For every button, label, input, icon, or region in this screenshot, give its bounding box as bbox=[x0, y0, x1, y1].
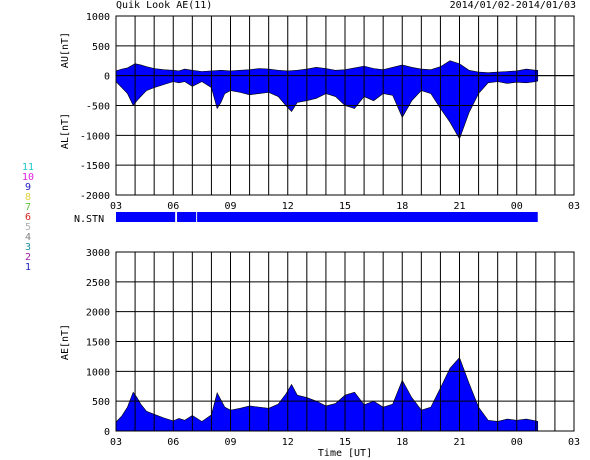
y-tick-label: 1000 bbox=[86, 12, 110, 23]
chart-title: Quik Look AE(11) bbox=[116, 0, 213, 11]
y-tick-label: 0 bbox=[104, 427, 110, 438]
plot-frame bbox=[115, 15, 575, 196]
date-range: 2014/01/02-2014/01/03 bbox=[449, 0, 576, 11]
y-tick-label: -1500 bbox=[80, 161, 110, 172]
station-legend-item: 6 bbox=[24, 212, 32, 223]
y-axis-label-al: AL[nT] bbox=[60, 113, 71, 149]
x-tick-label: 15 bbox=[339, 201, 351, 212]
station-count-bar: N.STN bbox=[74, 212, 538, 225]
x-tick-label: 18 bbox=[396, 201, 408, 212]
station-legend-item: 11 bbox=[21, 162, 35, 173]
x-axis-label: Time [UT] bbox=[318, 448, 372, 459]
stn-bar-segment bbox=[116, 212, 176, 222]
x-tick-label: 21 bbox=[453, 201, 465, 212]
x-tick-label: 09 bbox=[224, 201, 236, 212]
x-tick-label: 18 bbox=[396, 437, 408, 448]
x-tick-label: 03 bbox=[110, 201, 122, 212]
y-tick-label: -1000 bbox=[80, 131, 110, 142]
y-tick-label: 500 bbox=[92, 42, 110, 53]
stn-bar-label: N.STN bbox=[74, 214, 104, 225]
stn-bar-segment bbox=[177, 212, 197, 222]
y-tick-label: 0 bbox=[104, 72, 110, 83]
ae-area bbox=[115, 357, 539, 432]
y-axis-label-au: AU[nT] bbox=[60, 32, 71, 68]
station-legend-item: 1 bbox=[24, 262, 32, 273]
x-tick-label: 03 bbox=[568, 201, 580, 212]
y-tick-label: -500 bbox=[86, 102, 110, 113]
station-legend-item: 10 bbox=[21, 172, 35, 183]
station-legend-item: 5 bbox=[24, 222, 32, 233]
station-legend-item: 8 bbox=[24, 192, 32, 203]
x-tick-label: 03 bbox=[110, 437, 122, 448]
station-legend-item: 2 bbox=[24, 252, 32, 263]
x-tick-label: 21 bbox=[453, 437, 465, 448]
x-tick-label: 00 bbox=[511, 201, 523, 212]
y-tick-label: 1500 bbox=[86, 338, 110, 349]
plot-frame bbox=[115, 251, 575, 432]
station-legend-item: 9 bbox=[24, 182, 32, 193]
x-tick-label: 06 bbox=[167, 437, 179, 448]
y-tick-label: 500 bbox=[92, 397, 110, 408]
y-tick-label: 2500 bbox=[86, 278, 110, 289]
x-tick-label: 09 bbox=[224, 437, 236, 448]
au-area bbox=[115, 60, 539, 76]
station-legend: 11 10 9 8 7 6 5 4 3 2 1 bbox=[18, 163, 38, 273]
x-tick-label: 03 bbox=[568, 437, 580, 448]
y-tick-label: 3000 bbox=[86, 248, 110, 259]
x-tick-label: 15 bbox=[339, 437, 351, 448]
al-area bbox=[115, 75, 539, 140]
station-legend-item: 4 bbox=[24, 232, 32, 243]
y-axis-label-ae: AE[nT] bbox=[60, 324, 71, 360]
x-tick-label: 12 bbox=[282, 437, 294, 448]
y-tick-label: 2000 bbox=[86, 308, 110, 319]
x-tick-label: 06 bbox=[167, 201, 179, 212]
y-tick-label: -2000 bbox=[80, 191, 110, 202]
y-tick-label: 1000 bbox=[86, 367, 110, 378]
stn-bar-segment bbox=[197, 212, 538, 222]
station-legend-item: 7 bbox=[24, 202, 32, 213]
x-tick-label: 00 bbox=[511, 437, 523, 448]
x-tick-label: 12 bbox=[282, 201, 294, 212]
station-legend-item: 3 bbox=[24, 242, 32, 253]
